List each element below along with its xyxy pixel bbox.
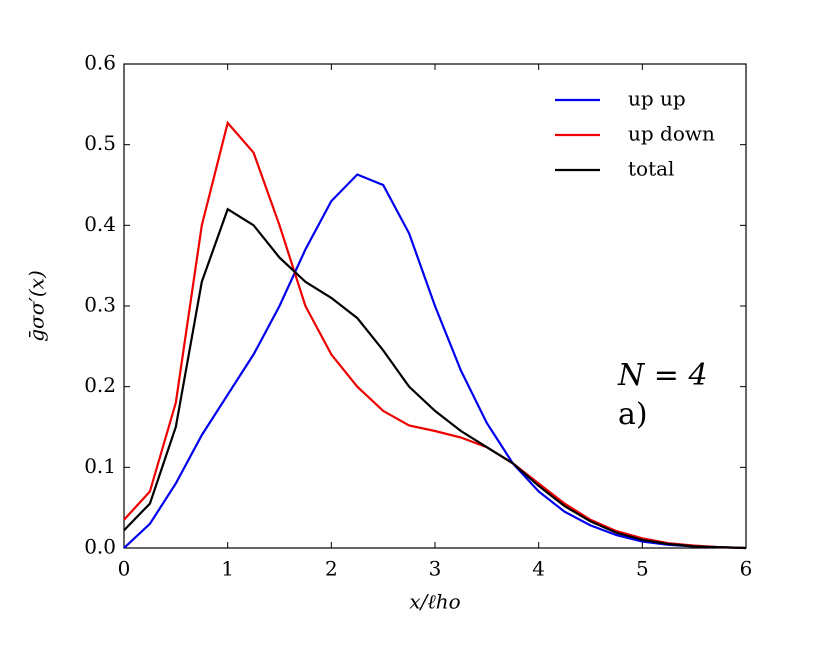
y-tick-label: 0.6 [84,51,116,75]
series-line [123,173,747,550]
series-line [123,120,747,550]
y-tick-label: 0.3 [84,293,116,317]
annotation: N = 4 [617,358,708,393]
y-tick-label: 0.5 [84,131,116,155]
legend-label: up up [628,87,686,111]
x-tick-label: 3 [429,557,442,581]
annotation: a) [618,397,648,432]
x-tick-label: 2 [325,557,338,581]
y-tick-label: 0.4 [84,212,116,236]
x-tick-label: 1 [221,557,234,581]
x-tick-label: 4 [532,557,545,581]
x-tick-label: 0 [118,557,131,581]
x-tick-label: 5 [636,557,649,581]
series-line [123,207,747,550]
y-tick-label: 0.2 [84,373,116,397]
legend-label: total [628,157,674,181]
legend-label: up down [628,122,715,146]
y-axis-label: ḡσσ′(x) [25,270,49,342]
x-tick-label: 6 [740,557,753,581]
y-tick-label: 0.0 [84,535,116,559]
y-tick-label: 0.1 [84,454,116,478]
x-axis-label: x/ℓho [409,590,460,614]
